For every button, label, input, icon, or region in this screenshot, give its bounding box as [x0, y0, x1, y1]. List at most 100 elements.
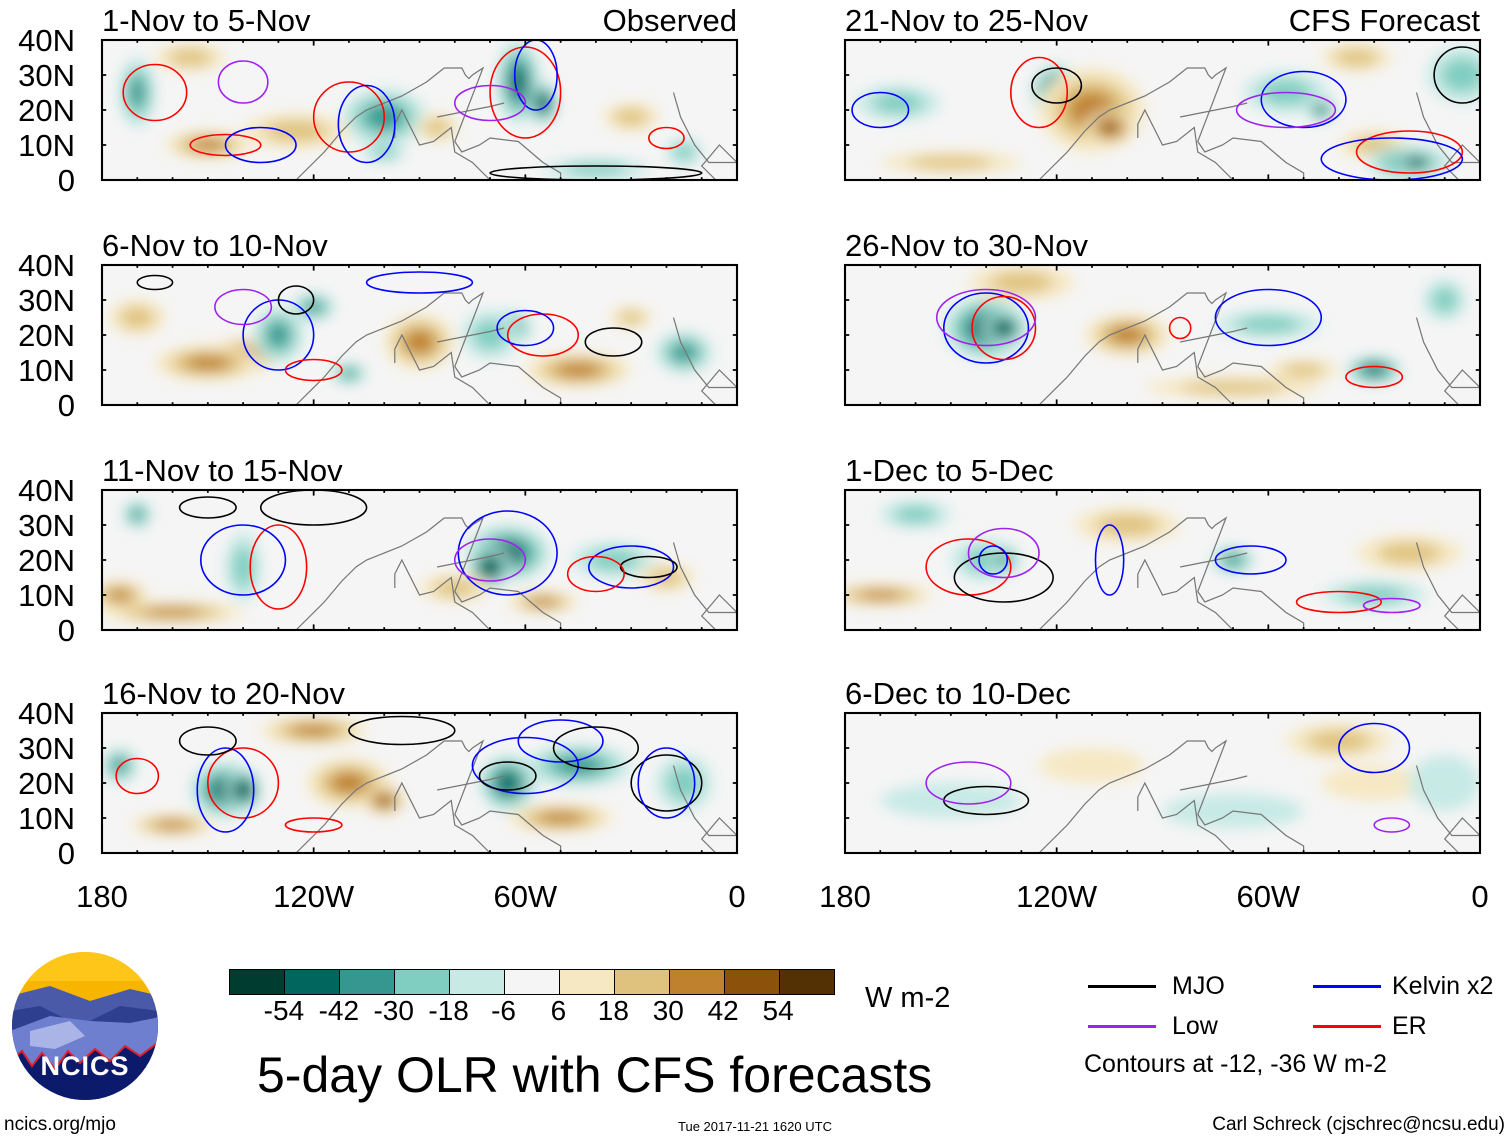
- wave-contour: [259, 490, 368, 526]
- wave-contour: [312, 81, 386, 153]
- colorbar-swatch: [285, 970, 340, 994]
- wave-contour: [207, 747, 280, 819]
- olr-anomaly-patch: [1342, 586, 1406, 604]
- wave-contour: [489, 165, 703, 180]
- olr-anomaly-patch: [189, 139, 226, 151]
- ncics-logo[interactable]: NCICS: [10, 951, 160, 1101]
- colorbar-swatch: [230, 970, 285, 994]
- wave-contour: [249, 524, 308, 610]
- wave-contour: [1355, 130, 1464, 174]
- olr-anomaly-patch: [997, 323, 1010, 333]
- olr-anomaly-patch: [673, 143, 695, 161]
- olr-anomaly-patch: [894, 506, 937, 523]
- contour-note: Contours at -12, -36 W m-2: [1084, 1050, 1387, 1078]
- wave-contour: [953, 552, 1054, 603]
- wave-contour: [178, 726, 237, 756]
- olr-anomaly-patch: [169, 49, 212, 66]
- colorbar-swatch: [560, 970, 615, 994]
- lon-label: 120W: [273, 879, 355, 914]
- olr-anomaly-patch: [498, 773, 518, 793]
- olr-anomaly-patch: [377, 795, 392, 806]
- lat-label: 30N: [18, 283, 75, 318]
- olr-anomaly-patch: [1095, 514, 1159, 536]
- olr-anomaly-patch: [131, 508, 144, 521]
- wave-contour: [1433, 46, 1480, 104]
- coastline: [295, 291, 737, 405]
- colorbar-tick-label: -6: [491, 995, 516, 1026]
- footer-url[interactable]: ncics.org/mjo: [4, 1114, 116, 1135]
- colorbar-swatch: [505, 970, 560, 994]
- colorbar-swatch: [340, 970, 395, 994]
- olr-anomaly-patch: [1321, 765, 1428, 801]
- lon-label: 120W: [1016, 879, 1098, 914]
- olr-anomaly-patch: [1223, 554, 1243, 566]
- olr-map: [843, 488, 1482, 632]
- coastline: [1038, 66, 1480, 180]
- lon-label: 180: [76, 879, 128, 914]
- lat-label: 0: [57, 836, 75, 871]
- lat-label: 20N: [18, 318, 75, 353]
- lat-label: 40N: [18, 473, 75, 508]
- panel-title: 11-Nov to 15-Nov: [102, 453, 343, 488]
- olr-anomaly-patch: [1180, 381, 1286, 394]
- wave-contour: [637, 747, 696, 819]
- colorbar-tick-label: 54: [762, 995, 794, 1026]
- olr-anomaly-patch: [142, 608, 203, 617]
- wave-contour: [224, 126, 297, 164]
- wave-contour: [284, 817, 343, 833]
- lat-label: 0: [57, 163, 75, 198]
- wave-contour: [1094, 524, 1125, 596]
- olr-anomaly-patch: [129, 77, 145, 108]
- colorbar-units: W m-2: [865, 982, 951, 1014]
- colorbar-swatch: [670, 970, 725, 994]
- svg-text:NCICS: NCICS: [40, 1051, 129, 1081]
- wave-contour: [1235, 91, 1337, 129]
- wave-contour: [1295, 590, 1383, 614]
- coastline: [1038, 516, 1480, 630]
- olr-anomaly-patch: [107, 589, 132, 601]
- olr-anomaly-patch: [1364, 365, 1384, 375]
- coastline: [295, 66, 737, 180]
- colorbar-swatch: [615, 970, 670, 994]
- colorbar-swatch: [450, 970, 505, 994]
- lat-label: 10N: [18, 578, 75, 613]
- wave-contour: [552, 726, 640, 770]
- wave-contour: [971, 295, 1037, 361]
- lon-label: 60W: [1236, 879, 1301, 914]
- wave-contour: [1373, 817, 1411, 833]
- olr-anomaly-patch: [1316, 106, 1326, 114]
- olr-anomaly-patch: [433, 579, 476, 597]
- colorbar-swatch: [725, 970, 780, 994]
- olr-anomaly-patch: [264, 120, 328, 142]
- wave-contour: [348, 715, 456, 746]
- coastline: [1038, 291, 1480, 405]
- olr-anomaly-patch: [290, 724, 337, 737]
- panel-title: 21-Nov to 25-Nov: [845, 3, 1088, 38]
- olr-anomaly-patch: [120, 307, 155, 328]
- wave-contour: [489, 46, 562, 139]
- wave-contour: [1260, 70, 1347, 129]
- legend-label-low: Low: [1172, 1012, 1218, 1040]
- olr-map: [843, 711, 1482, 855]
- wave-contour: [478, 761, 537, 791]
- panel-title: 26-Nov to 30-Nov: [845, 228, 1088, 263]
- olr-anomaly-patch: [154, 820, 191, 830]
- colorbar-tick-label: -30: [373, 995, 414, 1026]
- wave-contour: [1320, 137, 1464, 180]
- wave-contour: [1362, 597, 1421, 614]
- panel-title: 1-Nov to 5-Nov: [102, 3, 311, 38]
- olr-anomaly-patch: [424, 119, 450, 136]
- legend-line-mjo: [1088, 985, 1156, 988]
- olr-anomaly-patch: [341, 369, 357, 378]
- olr-anomaly-patch: [1432, 287, 1458, 313]
- olr-anomaly-patch: [614, 108, 649, 126]
- colorbar-tick-label: -42: [318, 995, 360, 1026]
- colorbar-tick-label: -18: [428, 995, 469, 1026]
- olr-anomaly-patch: [564, 163, 628, 176]
- wave-contour: [115, 757, 160, 795]
- olr-anomaly-patch: [404, 330, 435, 354]
- lon-label: 60W: [493, 879, 558, 914]
- coastline: [295, 516, 737, 630]
- figure-title: 5-day OLR with CFS forecasts: [257, 1047, 933, 1103]
- panel-title: 6-Dec to 10-Dec: [845, 676, 1071, 711]
